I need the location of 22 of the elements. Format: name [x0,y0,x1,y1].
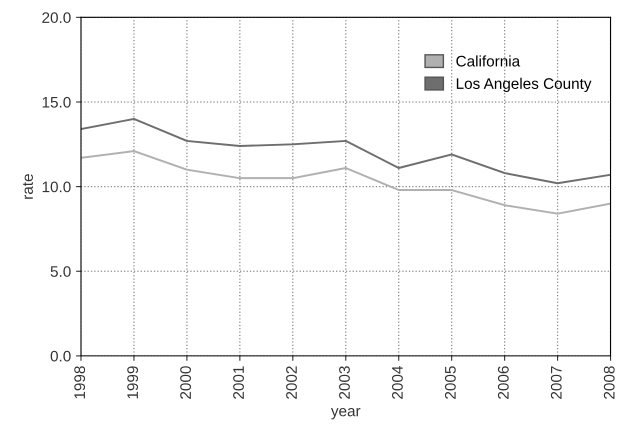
y-axis-title: rate [22,174,33,199]
x-tick-label: 1999 [127,366,138,398]
x-tick-label: 2006 [498,366,509,399]
legend-label: Los Angeles County [456,78,592,92]
x-tick-label: 2007 [550,366,562,399]
x-tick-label: 2001 [233,366,244,399]
x-tick-label: 1998 [74,366,86,398]
x-tick-label: 2000 [180,366,191,399]
line-series [80,150,611,215]
x-tick-label: 2008 [604,366,615,399]
y-tick-label: 5.0 [50,266,71,277]
x-tick-label: 2002 [286,366,297,399]
legend-label: California [456,55,520,67]
x-tick-label: 2005 [444,366,456,399]
line-series [80,118,611,184]
y-tick-label: 10.0 [42,181,71,192]
x-tick-label: 2004 [392,366,403,399]
x-tick-label: 2003 [339,366,350,399]
x-axis-title: year [330,408,360,420]
y-tick-label: 20.0 [42,12,71,24]
y-tick-label: 15.0 [42,96,71,108]
y-tick-label: 0.0 [50,350,71,362]
